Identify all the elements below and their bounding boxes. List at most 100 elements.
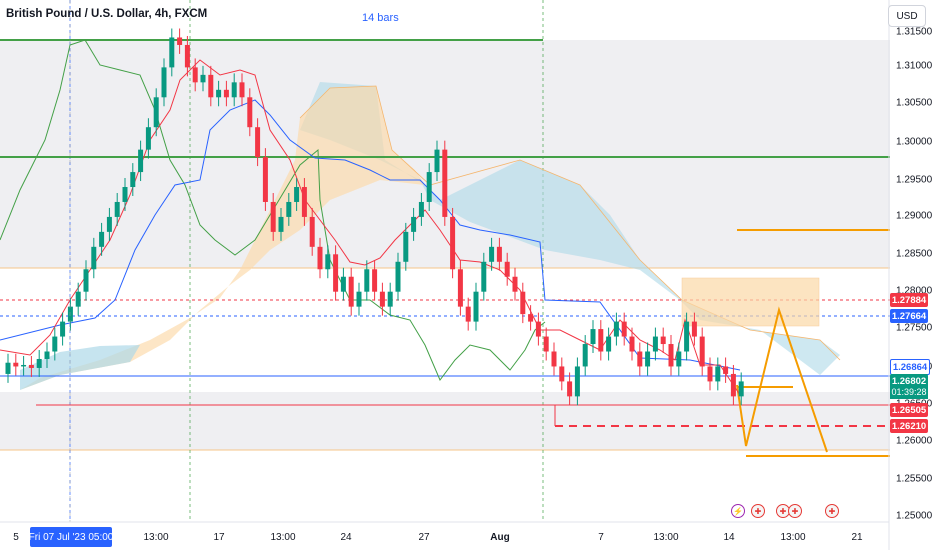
price-tick-label: 1.27500: [896, 322, 932, 334]
candle-body: [239, 82, 245, 98]
uk-flag-icon[interactable]: ✚: [825, 504, 839, 518]
price-tick-label: 1.28500: [896, 248, 932, 260]
time-tick-label: 21: [851, 532, 863, 543]
candle-body: [668, 344, 674, 367]
price-tick-label: 1.31500: [896, 26, 932, 38]
candle-body: [395, 261, 401, 292]
kijun-sen-line: [0, 99, 741, 371]
candle-body: [83, 269, 89, 292]
candle-body: [75, 291, 81, 307]
candle-body: [496, 246, 502, 262]
currency-button[interactable]: USD: [888, 5, 926, 27]
candle-body: [699, 336, 705, 367]
candle-body: [442, 149, 448, 217]
candle-body: [247, 97, 253, 128]
ichimoku-cloud-bearish: [20, 86, 425, 390]
candle-body: [613, 321, 619, 337]
candle-body: [52, 336, 58, 352]
time-tick-label: 14: [723, 532, 735, 543]
candle-body: [348, 276, 354, 307]
candle-body: [707, 366, 713, 382]
candle-body: [216, 89, 222, 98]
candle-body: [621, 321, 627, 337]
candle-body: [99, 231, 105, 247]
candle-body: [434, 149, 440, 173]
lagging-span-line: [0, 39, 546, 381]
candle-body: [356, 291, 362, 307]
price-tag-red-dashed: 1.27884: [890, 293, 928, 307]
candle-body: [426, 172, 432, 202]
symbol-title: British Pound / U.S. Dollar, 4h, FXCM: [6, 8, 208, 20]
crosshair-time-label: Fri 07 Jul '23 05:00: [29, 527, 113, 547]
candle-body: [200, 74, 206, 83]
candle-body: [286, 201, 292, 217]
candle-body: [333, 254, 339, 292]
candle-body: [36, 358, 42, 368]
candle-body: [574, 366, 580, 397]
price-tick-label: 1.30000: [896, 136, 932, 148]
candle-body: [130, 172, 136, 188]
time-tick-label: 27: [418, 532, 430, 543]
candle-body: [255, 127, 261, 158]
candle-body: [418, 201, 424, 217]
uk-flag-icon[interactable]: ✚: [788, 504, 802, 518]
candle-body: [161, 67, 167, 98]
candle-body: [738, 381, 744, 397]
candle-body: [715, 366, 721, 382]
candle-body: [676, 351, 682, 367]
candle-body: [44, 351, 50, 359]
candle-body: [489, 246, 495, 262]
candle-body: [387, 291, 393, 307]
time-tick-label: 13:00: [143, 532, 169, 543]
ichimoku-cloud-small: [20, 345, 140, 390]
candle-body: [582, 344, 588, 367]
price-tick-label: 1.30500: [896, 97, 932, 109]
candle-body: [301, 187, 307, 217]
candle-body: [403, 231, 409, 262]
candle-body: [223, 89, 229, 98]
candle-body: [231, 82, 237, 98]
candle-body: [567, 381, 573, 397]
candle-body: [67, 306, 73, 322]
candle-body: [691, 321, 697, 337]
candle-body: [169, 37, 175, 68]
candle-body: [481, 261, 487, 292]
uk-flag-icon[interactable]: ✚: [751, 504, 765, 518]
candle-body: [590, 329, 596, 345]
price-tick-label: 1.28000: [896, 285, 932, 297]
candle-body: [684, 321, 690, 352]
candle-body: [411, 216, 417, 232]
candle-body: [606, 336, 612, 352]
time-tick-label: 24: [340, 532, 352, 543]
time-tick-label: 13:00: [780, 532, 806, 543]
time-tick-label: 13:00: [270, 532, 296, 543]
candle-body: [91, 246, 97, 270]
candle-body: [192, 67, 198, 83]
price-tag-blue-dashed: 1.27664: [890, 309, 928, 323]
candle-body: [372, 269, 378, 292]
candle-body: [730, 373, 736, 397]
candle-body: [28, 364, 34, 368]
candle-body: [465, 306, 471, 322]
candle-body: [543, 336, 549, 352]
price-tick-label: 1.26000: [896, 435, 932, 447]
bars-count-label: 14 bars: [362, 12, 399, 24]
candle-body: [60, 321, 66, 337]
price-tick-label: 1.25000: [896, 510, 932, 522]
candle-body: [177, 37, 183, 45]
candle-body: [559, 366, 565, 382]
price-tick-label: 1.29000: [896, 210, 932, 222]
candle-body: [278, 216, 284, 232]
price-tick-label: 1.29500: [896, 174, 932, 186]
ichimoku-cloud-bullish: [300, 82, 840, 375]
candle-body: [520, 291, 526, 315]
price-tag-blue-solid: 1.26864: [890, 359, 930, 375]
candle-body: [262, 157, 268, 202]
time-tick-label: 7: [598, 532, 604, 543]
bolt-icon[interactable]: ⚡: [731, 504, 745, 518]
candle-body: [114, 201, 120, 217]
candle-body: [294, 187, 300, 202]
candle-body: [145, 127, 151, 150]
